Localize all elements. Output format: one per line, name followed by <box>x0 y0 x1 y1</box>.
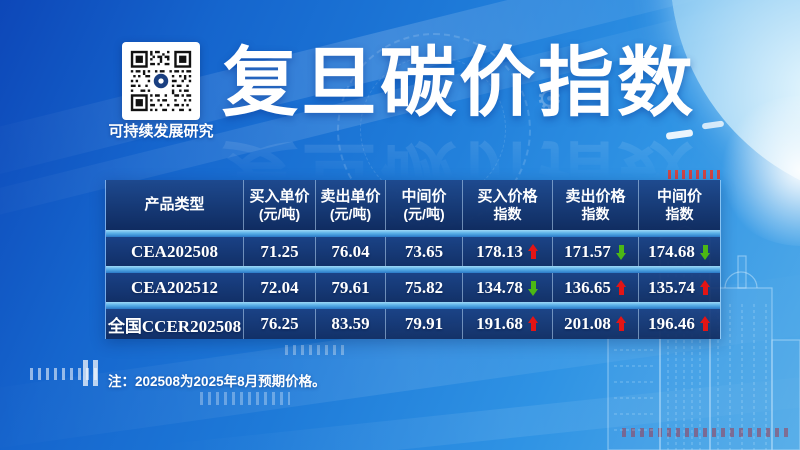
product-name: CEA202508 <box>106 237 244 266</box>
tick-bars-decor <box>285 345 345 355</box>
mid-index-cell: 135.74 <box>639 273 720 302</box>
header-buy-index: 买入价格 指数 <box>463 180 553 230</box>
buy-price-value: 72.04 <box>244 273 316 302</box>
mid-index-value: 174.68 <box>648 241 695 261</box>
buy-index-value: 178.13 <box>476 241 523 261</box>
mid-price-value: 73.65 <box>386 237 463 266</box>
header-mid-price: 中间价 (元/吨) <box>386 180 463 230</box>
header-sell-index: 卖出价格 指数 <box>553 180 639 230</box>
trend-arrow-icon <box>527 316 539 332</box>
trend-arrow-icon <box>527 280 539 296</box>
row-separator <box>106 266 720 273</box>
row-separator <box>106 230 720 237</box>
qr-caption: 可持续发展研究 <box>108 123 214 140</box>
mid-index-value: 135.74 <box>648 277 695 297</box>
tick-bars-decor <box>83 360 99 386</box>
buy-index-cell: 134.78 <box>463 273 553 302</box>
tick-bars-decor <box>200 392 290 405</box>
product-name: 全国CCER202508 <box>106 309 244 339</box>
buy-price-value: 76.25 <box>244 309 316 339</box>
mid-index-cell: 174.68 <box>639 237 720 266</box>
header-mid-index: 中间价 指数 <box>656 187 702 223</box>
buy-index-value: 134.78 <box>476 277 523 297</box>
trend-arrow-icon <box>615 279 627 296</box>
table-header-row: 产品类型 买入单价 (元/吨) 卖出单价 (元/吨) 中间价 (元/吨) 买入价格 指数… <box>106 180 720 230</box>
buy-index-value: 191.68 <box>476 314 523 333</box>
sell-index-value: 201.08 <box>564 314 611 333</box>
mid-index-cell: 196.46 <box>639 309 720 339</box>
buy-index-cell: 191.68 <box>463 309 553 339</box>
trend-arrow-icon <box>699 244 711 260</box>
carbon-price-table: 产品类型 买入单价 (元/吨) 卖出单价 (元/吨) 中间价 (元/吨) 买入价格 指数… <box>105 180 721 339</box>
gear-icon: ⚙ <box>536 83 563 116</box>
table-row: CEA202508 71.25 76.04 73.65 178.13 171.5… <box>106 237 720 266</box>
mid-price-value: 79.91 <box>386 309 463 339</box>
trend-arrow-icon <box>699 279 711 296</box>
row-separator <box>106 302 720 309</box>
trend-arrow-icon <box>527 243 539 260</box>
sell-price-value: 79.61 <box>316 273 386 302</box>
table-row: CEA202512 72.04 79.61 75.82 134.78 136.6… <box>106 273 720 302</box>
qr-code <box>122 42 200 120</box>
tick-bars-decor <box>30 368 100 380</box>
buy-price-value: 71.25 <box>244 237 316 266</box>
qr-code-image <box>126 46 196 116</box>
sell-index-cell: 201.08 <box>553 309 639 339</box>
sell-price-value: 76.04 <box>316 237 386 266</box>
table-row: 全国CCER202508 76.25 83.59 79.91 191.68 20… <box>106 309 720 339</box>
trend-arrow-icon <box>615 316 627 332</box>
trend-arrow-icon <box>699 316 711 332</box>
header-product-type: 产品类型 <box>106 180 244 230</box>
sell-index-cell: 171.57 <box>553 237 639 266</box>
page-title: 复旦碳价指数 <box>222 41 696 126</box>
buy-index-cell: 178.13 <box>463 237 553 266</box>
header-buy-price: 买入单价 (元/吨) <box>244 180 316 230</box>
footnote: 注：202508为2025年8月预期价格。 <box>108 374 326 389</box>
sell-index-value: 171.57 <box>564 241 611 261</box>
mid-index-value: 196.46 <box>648 314 695 333</box>
header-sell-price: 卖出单价 (元/吨) <box>316 180 386 230</box>
trend-arrow-icon <box>615 244 627 260</box>
product-name: CEA202512 <box>106 273 244 302</box>
mid-price-value: 75.82 <box>386 273 463 302</box>
sell-price-value: 83.59 <box>316 309 386 339</box>
sell-index-value: 136.65 <box>564 277 611 297</box>
sell-index-cell: 136.65 <box>553 273 639 302</box>
